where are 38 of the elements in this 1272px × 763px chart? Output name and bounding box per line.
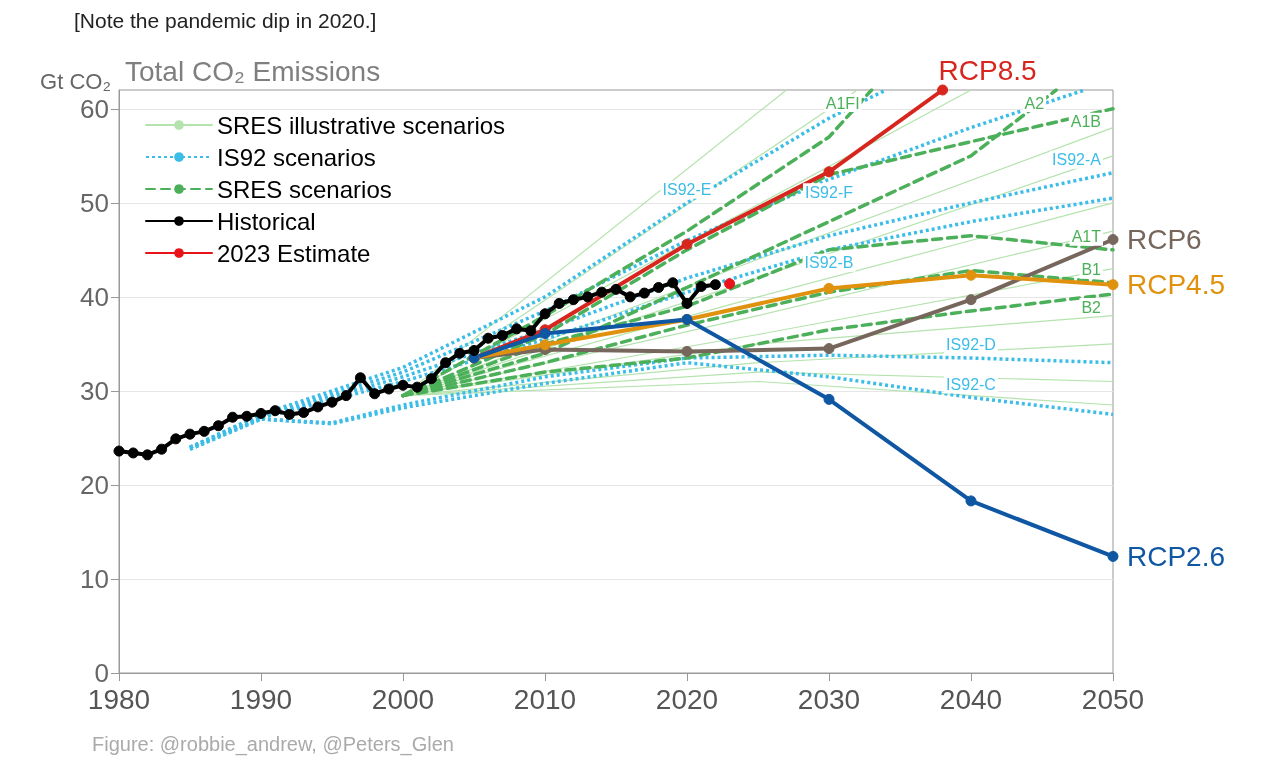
annotation: IS92-E: [662, 181, 712, 199]
annotation: IS92-B: [804, 254, 854, 272]
x-tick-label: 1990: [229, 683, 293, 715]
y-tick-label: 30: [80, 375, 109, 406]
annotation: IS92-A: [1052, 151, 1102, 169]
y-tick-label: 10: [80, 563, 109, 594]
annotation: RCP8.5: [938, 54, 1037, 86]
annotation: IS92-D: [946, 336, 996, 354]
annotation: RCP6: [1127, 224, 1202, 256]
y-axis-title: Gt CO₂: [40, 69, 111, 95]
annotation: A1FI: [825, 94, 860, 112]
annotation: IS92-F: [804, 183, 854, 201]
annotation: IS92-C: [946, 375, 996, 393]
annotation: B2: [1081, 298, 1102, 316]
legend-label: Historical: [217, 207, 316, 235]
legend-label: IS92 scenarios: [217, 143, 376, 171]
annotation: A1T: [1071, 228, 1102, 246]
x-tick-label: 2050: [1081, 683, 1145, 715]
annotation: RCP2.6: [1127, 540, 1226, 572]
annotation: B1: [1081, 261, 1102, 279]
x-tick-label: 2010: [513, 683, 577, 715]
legend-label: SRES scenarios: [217, 175, 392, 203]
y-tick-label: 40: [80, 281, 109, 312]
x-tick-label: 2040: [939, 683, 1003, 715]
y-tick-label: 20: [80, 469, 109, 500]
text: Figure: @robbie_andrew, @Peters_Glen: [92, 733, 454, 756]
legend-label: SRES illustrative scenarios: [217, 111, 506, 139]
text: [Note the pandemic dip in 2020.]: [74, 9, 377, 32]
chart-title: Total CO₂ Emissions: [125, 55, 381, 87]
legend-label: 2023 Estimate: [217, 239, 371, 267]
annotation: A2: [1024, 94, 1045, 112]
y-tick-label: 50: [80, 187, 109, 218]
x-tick-label: 2030: [797, 683, 861, 715]
x-tick-label: 2000: [371, 683, 435, 715]
annotation: A1B: [1070, 113, 1101, 131]
annotation: RCP4.5: [1127, 269, 1226, 301]
y-tick-label: 60: [80, 93, 109, 124]
x-tick-label: 2020: [655, 683, 719, 715]
